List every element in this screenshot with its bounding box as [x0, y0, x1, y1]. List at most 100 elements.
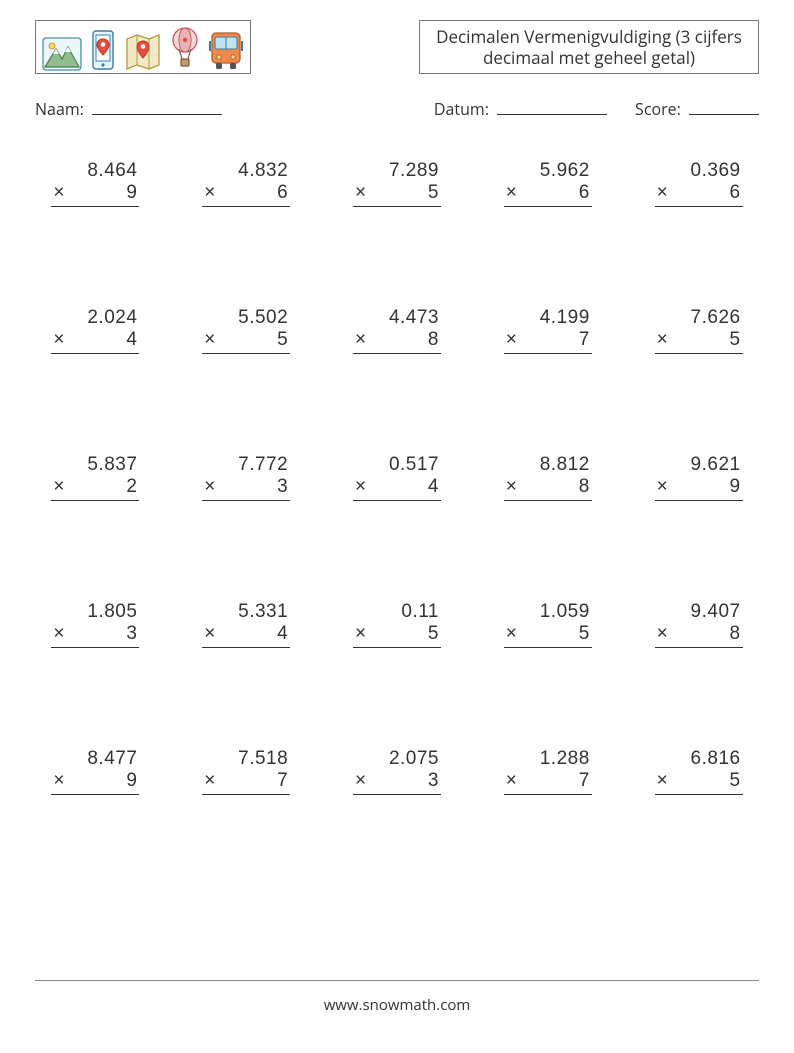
times-sign: ×	[53, 182, 65, 204]
score-field: Score:	[635, 98, 759, 120]
times-sign: ×	[506, 182, 518, 204]
footer-url: www.snowmath.com	[324, 995, 471, 1015]
multiplier-row: ×5	[655, 770, 743, 794]
multiplication-stack: 5.837×2	[51, 454, 139, 501]
answer-line	[353, 647, 441, 648]
times-sign: ×	[204, 770, 216, 792]
problem: 0.11×5	[337, 601, 458, 648]
multiplier-row: ×3	[202, 476, 290, 500]
date-blank[interactable]	[497, 98, 607, 115]
problem: 8.477×9	[35, 748, 156, 795]
multiplier: 3	[277, 476, 288, 498]
problem: 5.502×5	[186, 307, 307, 354]
multiplicand: 8.464	[51, 160, 139, 182]
multiplier: 7	[277, 770, 288, 792]
multiplier-row: ×8	[655, 623, 743, 647]
multiplier: 5	[730, 329, 741, 351]
multiplication-stack: 1.805×3	[51, 601, 139, 648]
answer-line	[504, 647, 592, 648]
times-sign: ×	[657, 182, 669, 204]
multiplicand: 4.473	[353, 307, 441, 329]
problem: 1.805×3	[35, 601, 156, 648]
multiplier: 9	[126, 182, 137, 204]
multiplicand: 0.517	[353, 454, 441, 476]
multiplicand: 0.369	[655, 160, 743, 182]
multiplier-row: ×5	[202, 329, 290, 353]
problem: 2.075×3	[337, 748, 458, 795]
multiplicand: 4.199	[504, 307, 592, 329]
multiplication-stack: 9.407×8	[655, 601, 743, 648]
multiplicand: 5.962	[504, 160, 592, 182]
multiplication-stack: 0.517×4	[353, 454, 441, 501]
answer-line	[202, 794, 290, 795]
times-sign: ×	[506, 770, 518, 792]
problem: 0.369×6	[638, 160, 759, 207]
multiplicand: 7.772	[202, 454, 290, 476]
phone-pin-icon	[90, 29, 116, 71]
multiplication-stack: 8.812×8	[504, 454, 592, 501]
answer-line	[353, 353, 441, 354]
answer-line	[51, 647, 139, 648]
multiplier-row: ×7	[202, 770, 290, 794]
score-label: Score:	[635, 98, 681, 120]
date-label: Datum:	[434, 98, 489, 120]
multiplicand: 6.816	[655, 748, 743, 770]
multiplier: 5	[428, 623, 439, 645]
score-blank[interactable]	[689, 98, 759, 115]
multiplier: 3	[126, 623, 137, 645]
multiplier-row: ×8	[353, 329, 441, 353]
problem: 7.626×5	[638, 307, 759, 354]
multiplier-row: ×5	[353, 623, 441, 647]
times-sign: ×	[657, 476, 669, 498]
worksheet-page: Decimalen Vermenigvuldiging (3 cijfers d…	[0, 0, 794, 1053]
answer-line	[353, 794, 441, 795]
multiplicand: 7.626	[655, 307, 743, 329]
multiplier: 5	[428, 182, 439, 204]
times-sign: ×	[204, 476, 216, 498]
multiplication-stack: 7.772×3	[202, 454, 290, 501]
multiplier-row: ×4	[202, 623, 290, 647]
multiplication-stack: 8.464× 9	[51, 160, 139, 207]
problem: 9.621×9	[638, 454, 759, 501]
answer-line	[51, 500, 139, 501]
multiplicand: 7.518	[202, 748, 290, 770]
multiplier-row: ×7	[504, 329, 592, 353]
multiplication-stack: 4.473×8	[353, 307, 441, 354]
times-sign: ×	[657, 623, 669, 645]
footer-rule	[35, 980, 759, 981]
multiplier: 5	[277, 329, 288, 351]
times-sign: ×	[204, 623, 216, 645]
multiplication-stack: 2.024×4	[51, 307, 139, 354]
name-blank[interactable]	[92, 98, 222, 115]
times-sign: ×	[506, 476, 518, 498]
times-sign: ×	[657, 770, 669, 792]
problem: 8.464× 9	[35, 160, 156, 207]
multiplication-stack: 0.369×6	[655, 160, 743, 207]
multiplication-stack: 5.962×6	[504, 160, 592, 207]
multiplier: 8	[428, 329, 439, 351]
problem: 2.024×4	[35, 307, 156, 354]
title-line-2: decimaal met geheel getal)	[483, 46, 695, 69]
multiplier-row: ×3	[353, 770, 441, 794]
answer-line	[202, 353, 290, 354]
multiplier-row: ×7	[504, 770, 592, 794]
bus-icon	[208, 29, 244, 71]
multiplier: 7	[579, 329, 590, 351]
problem: 0.517×4	[337, 454, 458, 501]
problem: 7.772×3	[186, 454, 307, 501]
multiplier: 2	[126, 476, 137, 498]
problem: 1.288×7	[487, 748, 608, 795]
multiplication-stack: 8.477×9	[51, 748, 139, 795]
worksheet-title: Decimalen Vermenigvuldiging (3 cijfers d…	[419, 20, 759, 74]
multiplier: 5	[579, 623, 590, 645]
answer-line	[51, 794, 139, 795]
mountains-icon	[42, 37, 82, 71]
multiplicand: 7.289	[353, 160, 441, 182]
multiplier: 9	[730, 476, 741, 498]
multiplication-stack: 1.288×7	[504, 748, 592, 795]
answer-line	[655, 206, 743, 207]
multiplier-row: ×8	[504, 476, 592, 500]
answer-line	[504, 500, 592, 501]
times-sign: ×	[355, 182, 367, 204]
multiplier: 3	[428, 770, 439, 792]
